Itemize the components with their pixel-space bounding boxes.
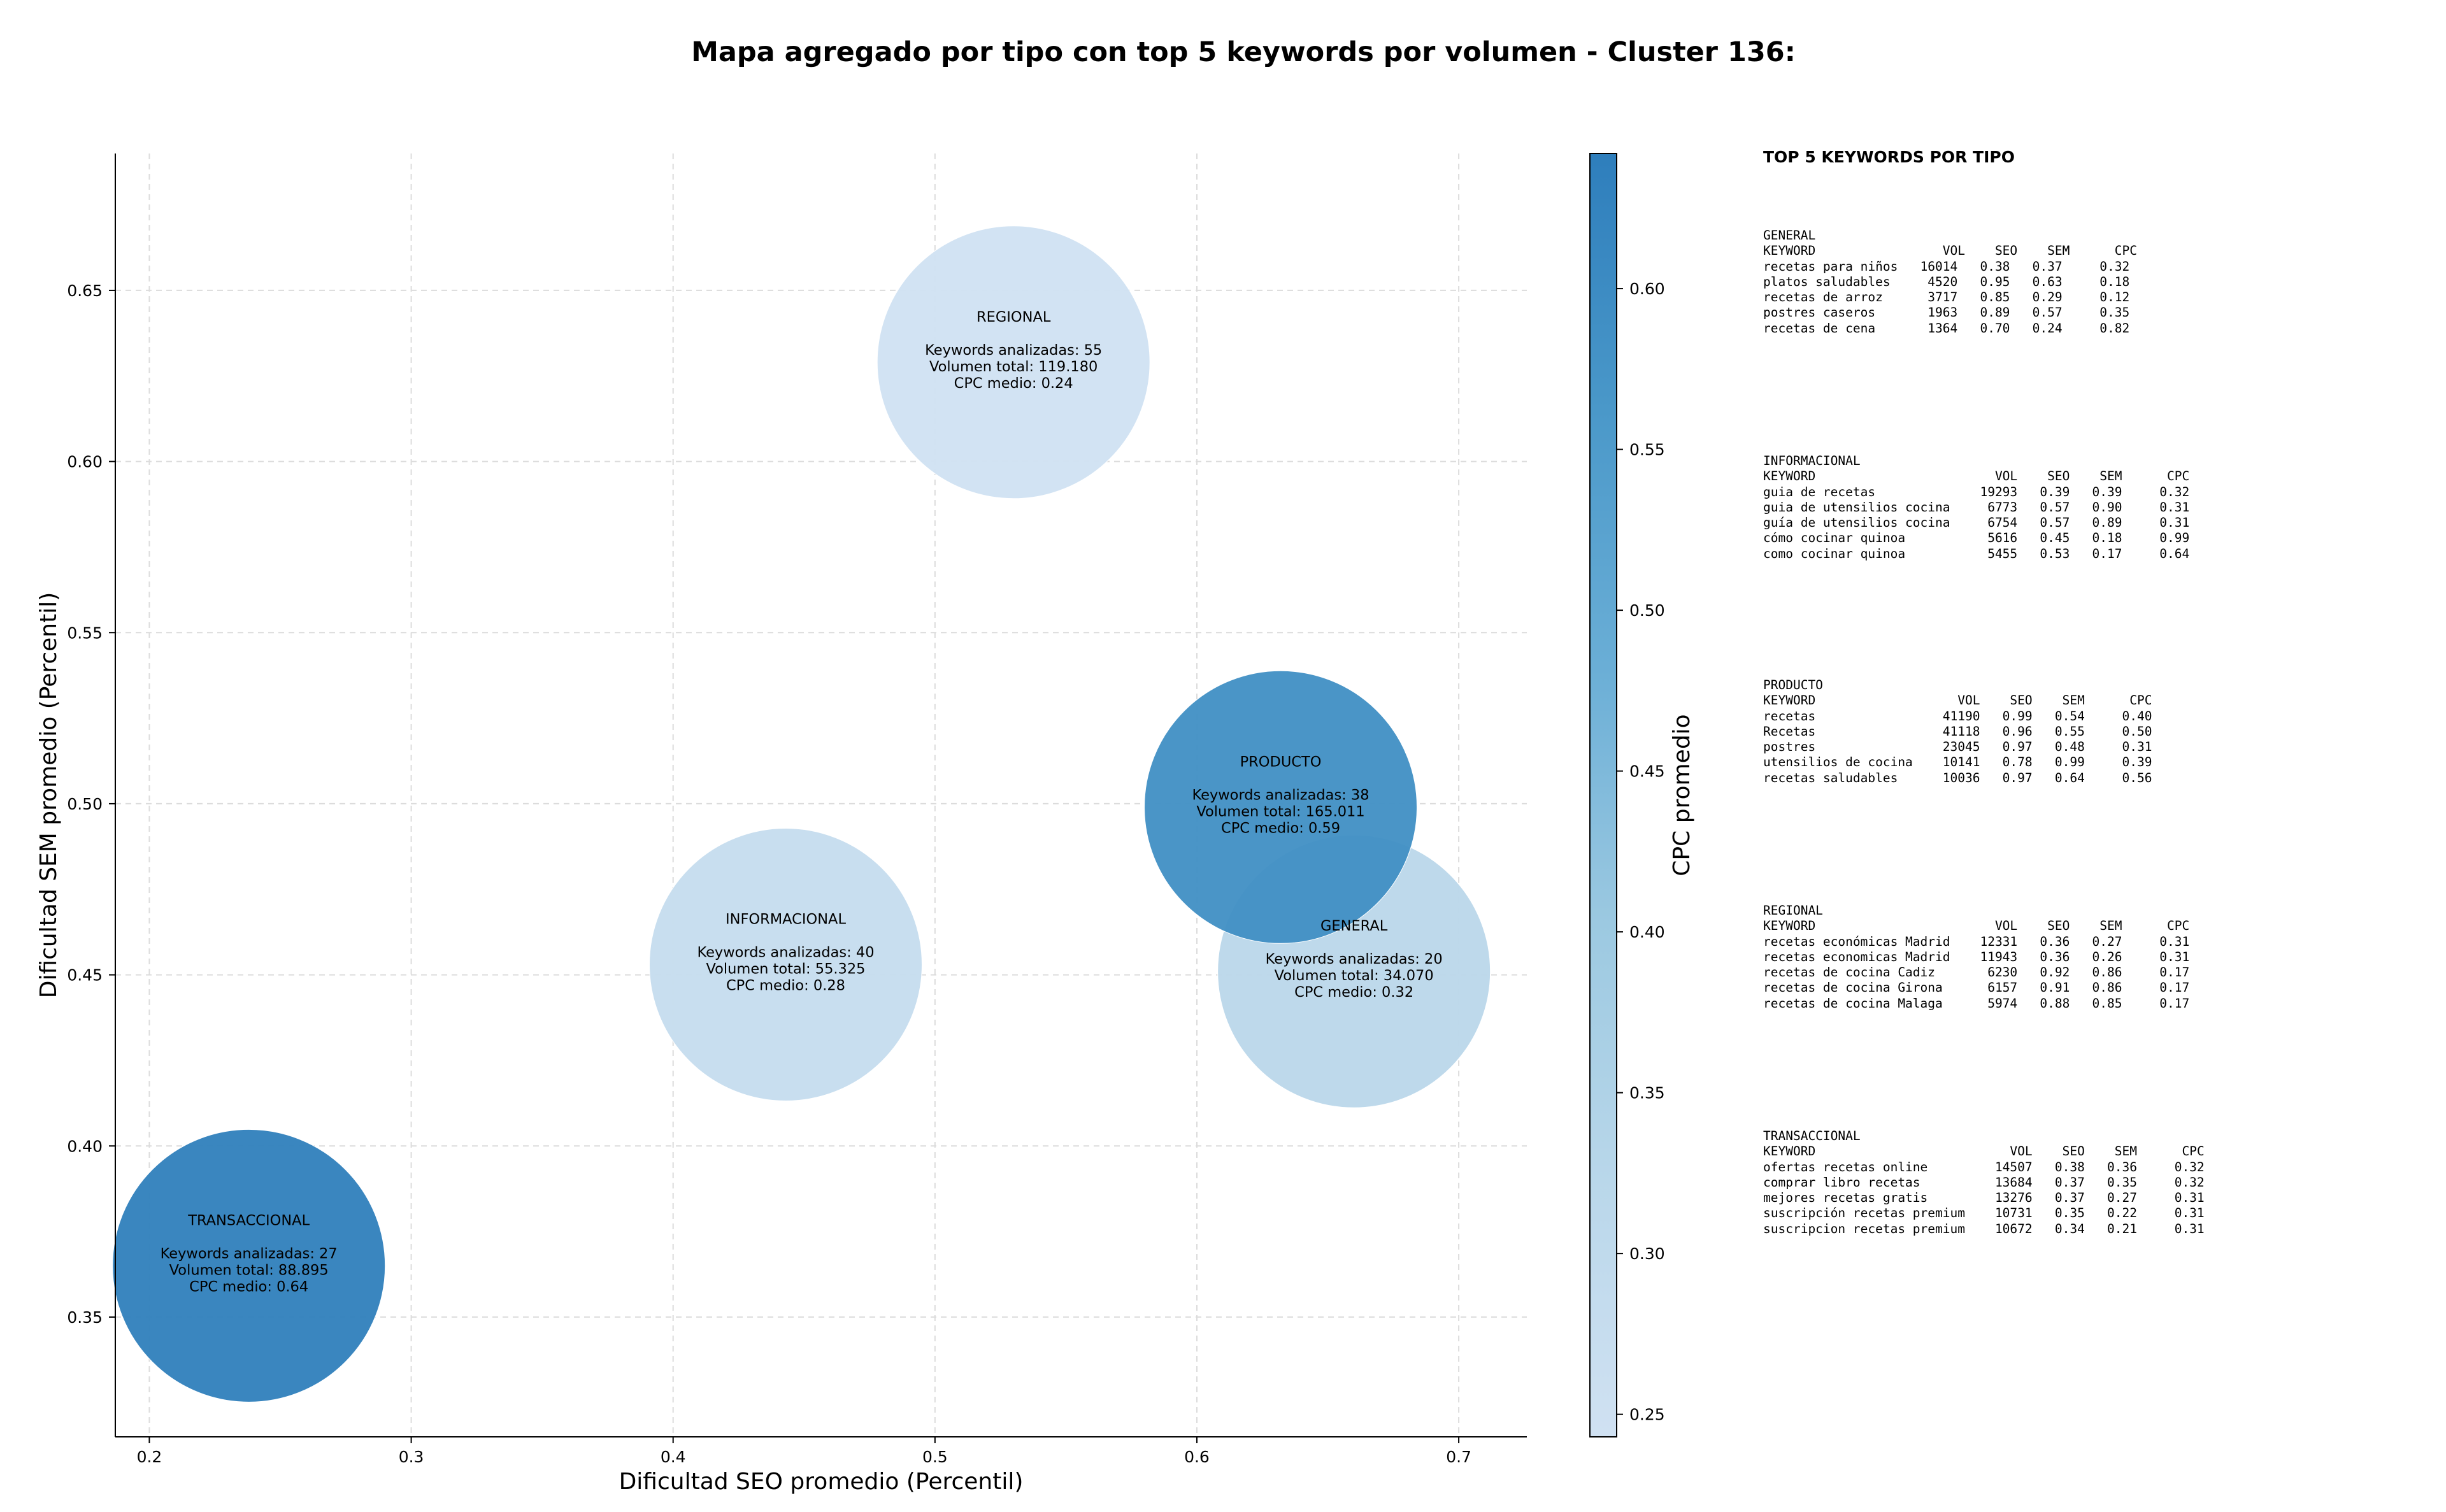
y-tick-label: 0.60 [67, 453, 103, 471]
colorbar-gradient [1589, 153, 1617, 1437]
y-tick-label: 0.65 [67, 282, 103, 300]
bubble-label-transaccional: Keywords analizadas: 27 [161, 1245, 338, 1262]
bubble-label-producto: CPC medio: 0.59 [1221, 820, 1340, 836]
colorbar-tick-label: 0.25 [1629, 1406, 1665, 1424]
x-tick-label: 0.2 [137, 1448, 162, 1466]
colorbar: 0.25 0.30 0.35 0.40 0.45 0.50 0.55 0.60 CPC prom… [1589, 153, 1695, 1437]
bubble-label-general: CPC medio: 0.32 [1294, 984, 1413, 1001]
y-tick-label: 0.45 [67, 966, 103, 985]
x-axis-label: Dificultad SEO promedio (Percentil) [619, 1469, 1024, 1495]
keywords-block-producto: PRODUCTO KEYWORD VOL SEO SEM CPC recetas… [1763, 678, 2152, 786]
bubble-label-general: Keywords analizadas: 20 [1266, 951, 1443, 967]
bubble-label-regional: Keywords analizadas: 55 [925, 342, 1102, 359]
y-tick-label: 0.40 [67, 1137, 103, 1155]
bubble-transaccional [112, 1129, 386, 1402]
bubble-label-producto: Keywords analizadas: 38 [1192, 787, 1369, 803]
bubble-label-transaccional: TRANSACCIONAL [187, 1212, 310, 1229]
chart-title: Mapa agregado por tipo con top 5 keyword… [691, 36, 1796, 68]
bubble-label-regional: CPC medio: 0.24 [954, 375, 1073, 392]
bubble-label-transaccional: Volumen total: 88.895 [169, 1262, 329, 1278]
colorbar-tick-label: 0.55 [1629, 441, 1665, 459]
x-tick-label: 0.4 [661, 1448, 686, 1466]
bubble-producto [1144, 670, 1418, 944]
bubble-label-transaccional: CPC medio: 0.64 [189, 1278, 308, 1295]
keywords-table-producto: PRODUCTO KEYWORD VOL SEO SEM CPC recetas… [1763, 678, 2152, 785]
bubble-informacional [648, 827, 922, 1101]
colorbar-tick-label: 0.40 [1629, 923, 1665, 941]
x-tick-label: 0.6 [1184, 1448, 1210, 1466]
keywords-table-general: GENERAL KEYWORD VOL SEO SEM CPC recetas … [1763, 228, 2137, 336]
bubble-label-informacional: CPC medio: 0.28 [726, 977, 845, 994]
bubble-label-regional: REGIONAL [976, 309, 1051, 325]
x-tick-label: 0.7 [1446, 1448, 1471, 1466]
y-tick-label: 0.35 [67, 1308, 103, 1327]
x-tick-label: 0.5 [922, 1448, 948, 1466]
colorbar-tick-label: 0.35 [1629, 1084, 1665, 1102]
x-tick-label: 0.3 [399, 1448, 424, 1466]
bubble-label-general: GENERAL [1320, 918, 1388, 934]
y-tick-label: 0.55 [67, 624, 103, 642]
bubble-label-informacional: Keywords analizadas: 40 [697, 944, 874, 960]
bubble-label-regional: Volumen total: 119.180 [929, 359, 1098, 375]
bubble-label-producto: PRODUCTO [1240, 753, 1322, 770]
colorbar-tick-label: 0.50 [1629, 601, 1665, 620]
colorbar-tick-label: 0.30 [1629, 1245, 1665, 1263]
colorbar-tick-label: 0.45 [1629, 762, 1665, 781]
keywords-table-informacional: INFORMACIONAL KEYWORD VOL SEO SEM CPC gu… [1763, 453, 2190, 561]
keywords-block-informacional: INFORMACIONAL KEYWORD VOL SEO SEM CPC gu… [1763, 453, 2189, 562]
axes: 0.2 0.3 0.4 0.5 0.6 0.7 0.35 0.40 0.45 0.50 0.55 0.… [36, 153, 1527, 1495]
keywords-panel: TOP 5 KEYWORDS POR TIPO GENERAL KEYWORD … [1763, 148, 2426, 1269]
y-tick-label: 0.50 [67, 795, 103, 813]
bubble-label-general: Volumen total: 34.070 [1275, 967, 1434, 984]
bubble-label-informacional: INFORMACIONAL [726, 911, 846, 927]
bubble-label-informacional: Volumen total: 55.325 [706, 960, 865, 977]
bubble-label-producto: Volumen total: 165.011 [1196, 803, 1364, 820]
keywords-table-regional: REGIONAL KEYWORD VOL SEO SEM CPC recetas… [1763, 903, 2190, 1011]
keywords-block-transaccional: TRANSACCIONAL KEYWORD VOL SEO SEM CPC of… [1763, 1129, 2205, 1237]
panel-title: TOP 5 KEYWORDS POR TIPO [1763, 148, 2015, 166]
keywords-table-transaccional: TRANSACCIONAL KEYWORD VOL SEO SEM CPC of… [1763, 1129, 2205, 1236]
colorbar-tick-label: 0.60 [1629, 280, 1665, 298]
bubble-regional [876, 225, 1150, 499]
keywords-block-regional: REGIONAL KEYWORD VOL SEO SEM CPC recetas… [1763, 903, 2189, 1011]
colorbar-label: CPC promedio [1669, 714, 1695, 876]
keywords-block-general: GENERAL KEYWORD VOL SEO SEM CPC recetas … [1763, 228, 2137, 336]
y-axis-label: Dificultad SEM promedio (Percentil) [36, 592, 62, 999]
